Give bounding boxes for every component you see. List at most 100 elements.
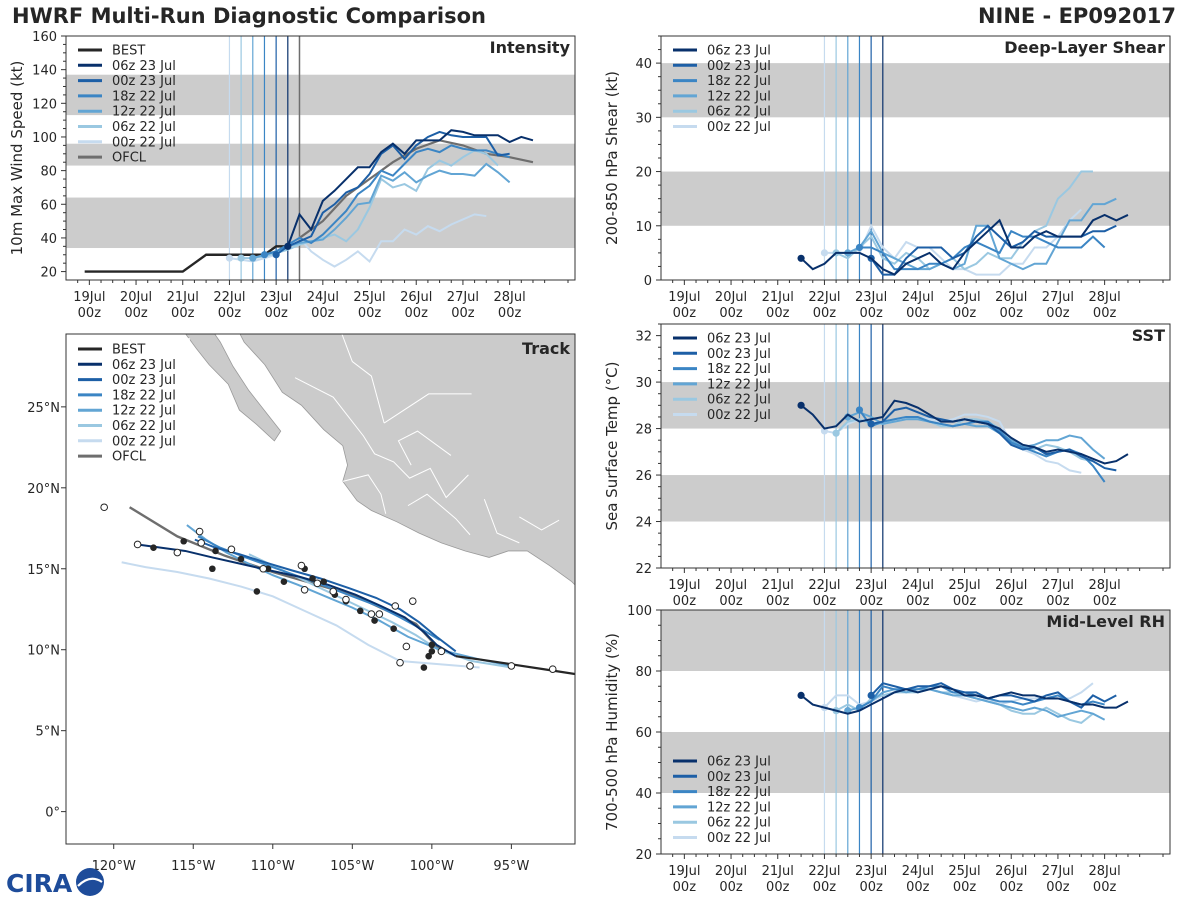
- track-open-marker: [329, 587, 338, 596]
- sst-series-06z23: [800, 399, 1129, 465]
- cira-logo-globe: [76, 868, 104, 896]
- intensity-ytick-label: 80: [40, 165, 57, 180]
- track-xtick-label: 115°W: [171, 859, 215, 874]
- sst-series-12z22: [847, 411, 1106, 460]
- cira-logo-swoosh: [77, 877, 103, 887]
- track-position-marker: [428, 648, 436, 655]
- rh-ytick-label: 40: [635, 787, 652, 802]
- sst-xtick-label: 22Jul: [808, 578, 840, 593]
- sst-xtick-label: 00z: [859, 594, 883, 609]
- intensity-series-18z22-start-marker: [260, 251, 269, 259]
- shear-series-06z23: [800, 213, 1129, 276]
- rh-ytick-label: 100: [627, 604, 652, 619]
- intensity-xtick-label: 24Jul: [307, 290, 339, 305]
- rh-xtick-label: 24Jul: [902, 864, 934, 879]
- track-open-marker: [300, 586, 309, 594]
- intensity-xtick-label: 20Jul: [120, 290, 152, 305]
- intensity-ylabel: 10m Max Wind Speed (kt): [8, 61, 26, 256]
- intensity-legend-label: 00z 23 Jul: [112, 74, 176, 89]
- track-open-marker: [367, 610, 376, 618]
- state-border-2: [294, 377, 469, 499]
- track-position-marker: [371, 617, 378, 624]
- sst-plot-content: [661, 324, 1170, 568]
- rh-legend-label: 00z 23 Jul: [707, 770, 771, 785]
- track-legend-label: OFCL: [112, 450, 147, 465]
- intensity-ytick-label: 140: [32, 64, 57, 79]
- track-xtick-label: 100°W: [410, 859, 454, 874]
- shear-ytick-label: 20: [635, 166, 652, 181]
- sst-legend-label: 00z 22 Jul: [707, 408, 771, 423]
- rh-legend-label: 18z 22 Jul: [707, 785, 771, 800]
- sst-band-1: [661, 382, 1170, 429]
- sst-ytick-label: 26: [635, 469, 652, 484]
- shear-xtick-label: 00z: [1046, 306, 1070, 321]
- sst-xtick-label: 00z: [1093, 594, 1117, 609]
- state-border-4: [407, 493, 471, 536]
- shear-xtick-label: 22Jul: [808, 290, 840, 305]
- sst-frame: [660, 323, 1171, 569]
- track-plot-content: [100, 334, 575, 676]
- intensity-ytick-label: 40: [40, 232, 57, 247]
- shear-xtick-label: 00z: [859, 306, 883, 321]
- intensity-legend-label: BEST: [112, 44, 145, 59]
- track-open-marker: [197, 539, 206, 547]
- shear-xtick-label: 19Jul: [668, 290, 700, 305]
- rh-xtick-label: 27Jul: [1042, 864, 1074, 879]
- track-open-marker: [375, 610, 384, 618]
- shear-legend-label: 00z 22 Jul: [707, 120, 771, 135]
- intensity-ytick-label: 100: [32, 131, 57, 146]
- track-position-marker: [356, 607, 364, 615]
- track-open-marker: [195, 527, 204, 536]
- track-ytick-label: 0°: [45, 806, 60, 821]
- sst-legend-label: 06z 22 Jul: [707, 393, 771, 408]
- track-legend-label: 18z 22 Jul: [112, 388, 176, 403]
- storm-id: NINE - EP092017: [977, 4, 1176, 28]
- track-position-marker: [320, 578, 327, 586]
- shear-legend-label: 06z 22 Jul: [707, 105, 771, 120]
- intensity-ofcl-line: [287, 139, 534, 248]
- track-panel: 120°W 115°W 110°W 105°W 100°W 95°W 0° 5°N 10°N 15…: [27, 333, 576, 874]
- intensity-series-06z22-start-marker: [237, 254, 245, 262]
- sst-xtick-label: 00z: [813, 594, 837, 609]
- rh-xtick-label: 00z: [1046, 880, 1070, 895]
- sst-plot-area: [661, 324, 1170, 568]
- sst-ytick-label: 22: [635, 562, 652, 577]
- shear-xtick-label: 26Jul: [995, 290, 1027, 305]
- track-ytick-label: 15°N: [27, 563, 60, 578]
- rh-xtick-label: 00z: [766, 880, 790, 895]
- rh-xtick-label: 00z: [906, 880, 930, 895]
- rh-series-00z23-start-marker: [867, 691, 875, 700]
- rh-series-12z22: [847, 688, 1106, 721]
- shear-panel-title: Deep-Layer Shear: [1004, 38, 1165, 57]
- intensity-xtick-label: 00z: [124, 306, 148, 321]
- track-position-marker: [253, 588, 261, 595]
- rh-ytick-label: 60: [635, 726, 652, 741]
- state-border-6: [483, 498, 520, 544]
- sst-legend-label: 06z 23 Jul: [707, 332, 771, 347]
- shear-series-12z22: [847, 197, 1117, 271]
- shear-xtick-label: 28Jul: [1089, 290, 1121, 305]
- intensity-legend-label: 00z 22 Jul: [112, 135, 176, 150]
- shear-band-0: [661, 171, 1170, 226]
- intensity-xtick-label: 21Jul: [167, 290, 199, 305]
- track-panel-title: Track: [522, 339, 570, 358]
- track-open-marker: [133, 540, 142, 549]
- intensity-xtick-label: 27Jul: [447, 290, 479, 305]
- sst-series-18z22-start-marker: [855, 406, 864, 414]
- intensity-xtick-label: 00z: [311, 306, 335, 321]
- rh-xtick-label: 00z: [673, 880, 697, 895]
- rh-series-06z23: [800, 685, 1129, 715]
- intensity-series-00z22-start-marker: [225, 254, 234, 262]
- state-border-3: [342, 474, 387, 514]
- sst-ytick-label: 32: [635, 330, 652, 345]
- intensity-band-1: [66, 143, 575, 166]
- rh-legend-label: 00z 22 Jul: [707, 831, 771, 846]
- intensity-series-06z23: [286, 129, 534, 247]
- shear-ytick-label: 0: [644, 274, 652, 289]
- sst-xtick-label: 00z: [673, 594, 697, 609]
- intensity-xtick-label: 00z: [358, 306, 382, 321]
- track-position-marker: [180, 537, 188, 545]
- intensity-series-00z22: [229, 213, 487, 268]
- track-legend-label: 00z 23 Jul: [112, 373, 176, 388]
